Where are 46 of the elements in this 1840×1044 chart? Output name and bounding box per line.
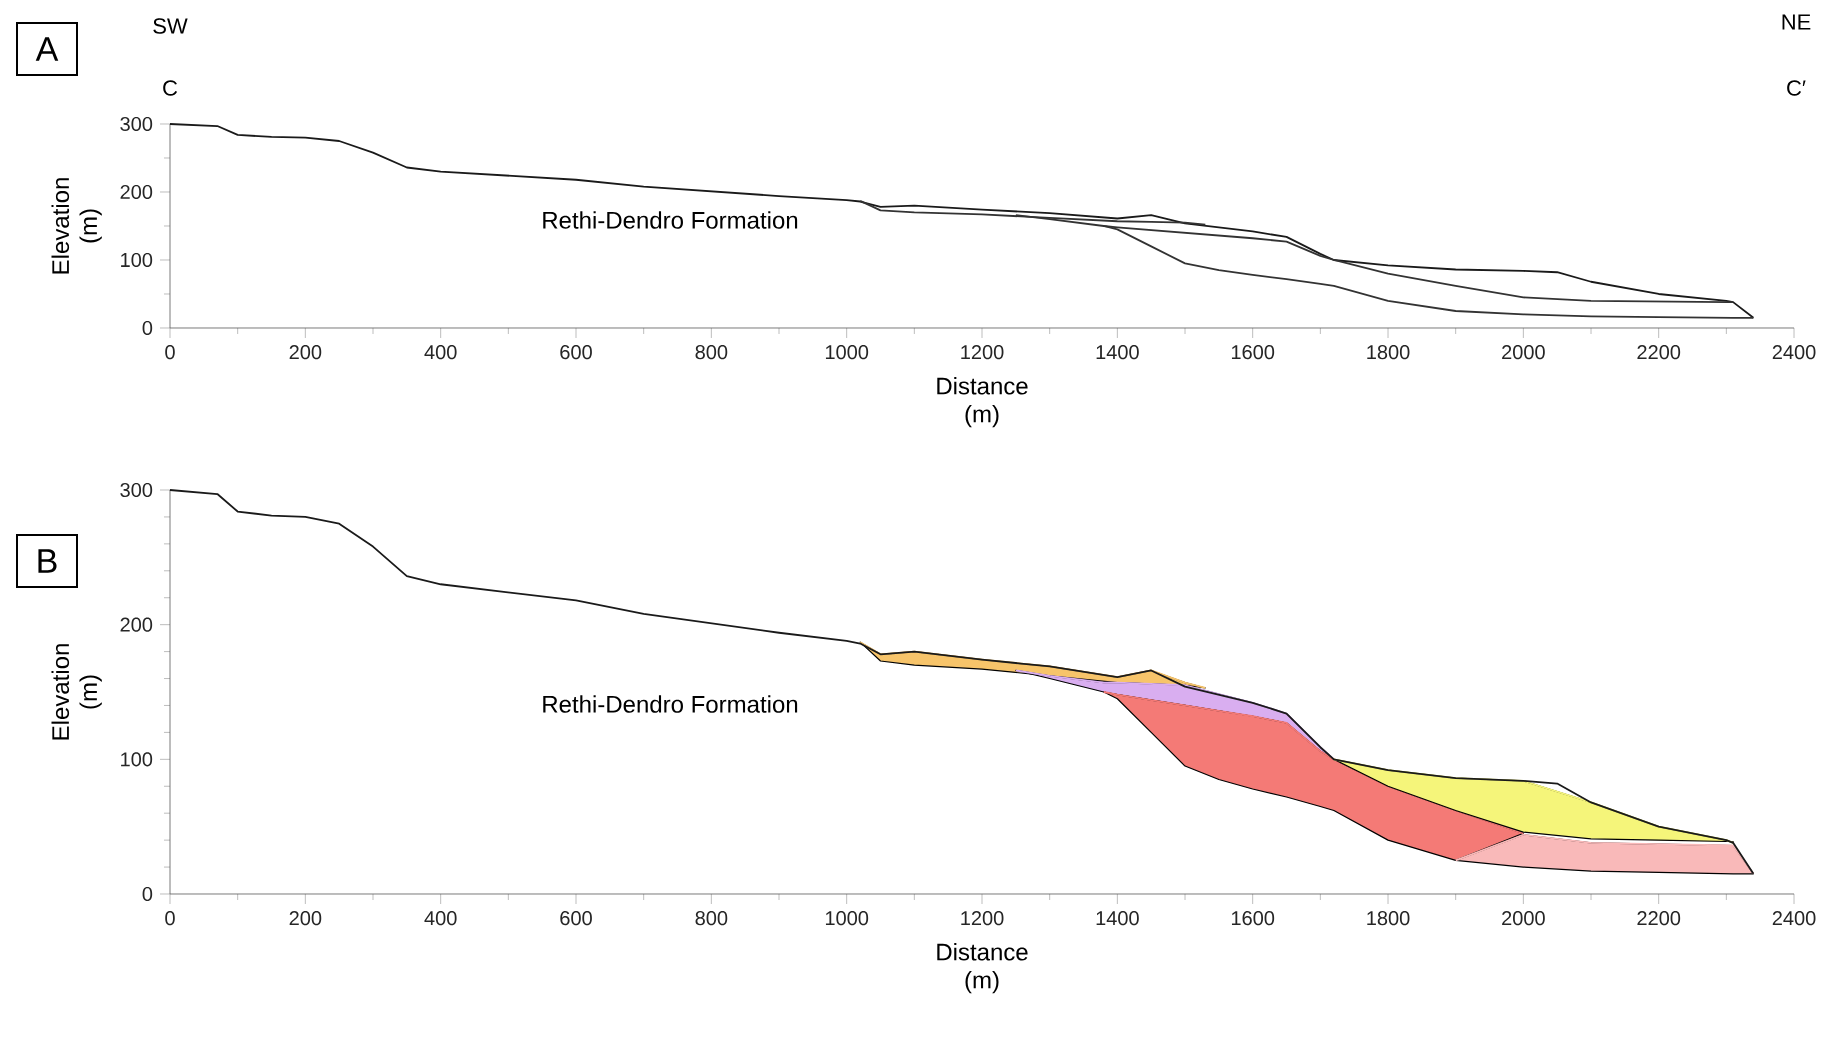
x-axis-title: Distance (m) (937, 376, 1028, 428)
x-tick-label: 200 (289, 911, 322, 926)
x-tick-label: 1400 (1096, 345, 1139, 360)
text: C′ (1787, 80, 1806, 96)
x-tick-label: 400 (424, 911, 457, 926)
text: SW (153, 18, 188, 34)
x-tick-label: 1800 (1367, 345, 1410, 360)
x-tick-label: 1200 (961, 345, 1004, 360)
x-tick-label: 2400 (1772, 345, 1816, 360)
x-tick-label: 1000 (825, 345, 869, 360)
x-tick-label: 0 (165, 911, 175, 926)
text: B (38, 549, 57, 573)
y-axis-title: Elevation (m) (51, 178, 102, 274)
x-axis-title: Distance (m) (937, 942, 1028, 994)
x-tick-label: 2200 (1637, 345, 1681, 360)
x-tick-label: 200 (289, 345, 322, 360)
x-tick-label: 1600 (1231, 345, 1275, 360)
x-tick-label: 1000 (825, 911, 869, 926)
annotation: Rethi-Dendro Formation (543, 211, 798, 229)
x-tick-label: 800 (695, 345, 728, 360)
x-tick-label: 1800 (1367, 911, 1410, 926)
x-tick-label: 2000 (1502, 345, 1545, 360)
x-tick-label: 1200 (961, 911, 1004, 926)
y-tick-label: 0 (142, 320, 153, 336)
x-tick-label: 0 (165, 345, 175, 360)
y-tick-label: 300 (120, 482, 153, 498)
y-tick-label: 0 (142, 886, 153, 902)
y-axis-title: Elevation (m) (51, 644, 102, 740)
y-tick-label: 200 (120, 184, 153, 200)
y-tick-label: 200 (120, 617, 153, 632)
x-tick-label: 2400 (1772, 911, 1816, 926)
y-tick-label: 100 (121, 752, 153, 767)
y-tick-label: 100 (121, 252, 153, 268)
x-tick-label: 1400 (1096, 911, 1139, 926)
x-tick-label: 800 (695, 911, 728, 926)
y-tick-label: 300 (120, 116, 153, 132)
text: C (163, 80, 178, 96)
x-tick-label: 2000 (1502, 911, 1545, 926)
annotation: Rethi-Dendro Formation (543, 695, 798, 713)
text: A (35, 37, 59, 61)
x-tick-label: 2200 (1637, 911, 1681, 926)
x-tick-label: 400 (424, 345, 457, 360)
x-tick-label: 600 (560, 345, 592, 360)
x-tick-label: 1600 (1231, 911, 1275, 926)
text: NE (1782, 14, 1811, 30)
x-tick-label: 600 (560, 911, 592, 926)
